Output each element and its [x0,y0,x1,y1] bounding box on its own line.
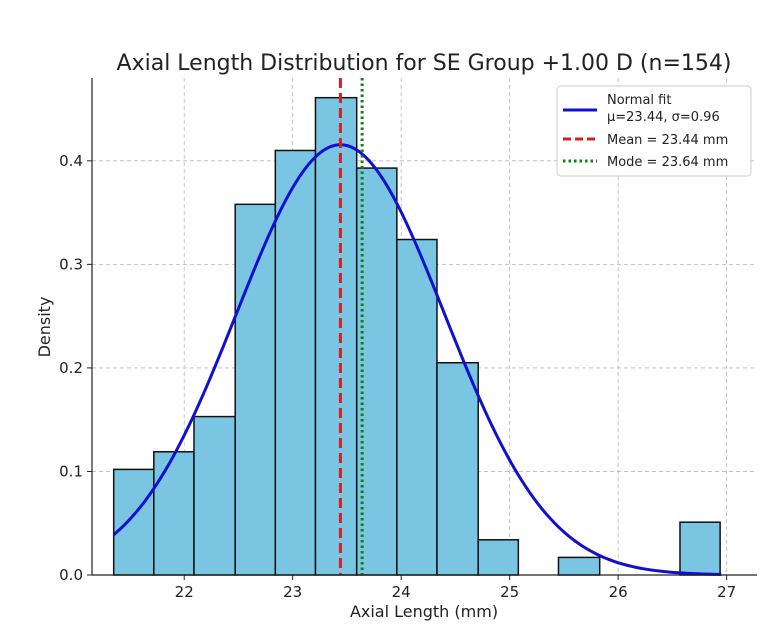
legend-fit-params: μ=23.44, σ=0.96 [607,110,720,125]
histogram-bar [112,468,155,576]
y-tick-label: 0.0 [59,566,83,584]
histogram-bar [557,556,601,576]
histogram-bar [314,96,358,576]
x-axis-title: Axial Length (mm) [350,602,498,621]
legend-mean-label: Mean = 23.44 mm [607,133,728,148]
histogram-bars [112,96,721,576]
x-tick-label: 22 [175,583,194,601]
histogram-bar [153,451,195,576]
legend-mode-label: Mode = 23.64 mm [607,155,728,170]
x-ticks: 22 23 24 25 26 27 [175,575,736,601]
histogram-bar [234,203,277,576]
y-ticks: 0.0 0.1 0.2 0.3 0.4 [59,152,92,584]
histogram-bar [477,539,520,576]
x-tick-label: 23 [283,583,302,601]
y-tick-label: 0.1 [59,462,83,480]
x-tick-label: 24 [392,583,411,601]
legend-box [556,85,752,177]
legend-fit-label: Normal fit [607,93,671,108]
histogram-bar [679,521,721,576]
x-tick-label: 25 [500,583,519,601]
y-tick-label: 0.4 [59,152,83,170]
x-tick-label: 26 [609,583,628,601]
y-axis-title: Density [35,297,54,358]
histogram-bar [436,361,479,576]
histogram-bar [396,238,438,576]
normal-fit-curve [112,143,722,576]
histogram-bar [274,149,317,576]
legend: Normal fit μ=23.44, σ=0.96 Mean = 23.44 … [556,85,752,177]
y-tick-label: 0.2 [59,359,83,377]
y-tick-label: 0.3 [59,255,83,273]
chart-title: Axial Length Distribution for SE Group +… [117,51,732,76]
histogram-bar [193,415,236,576]
x-tick-label: 27 [717,583,736,601]
